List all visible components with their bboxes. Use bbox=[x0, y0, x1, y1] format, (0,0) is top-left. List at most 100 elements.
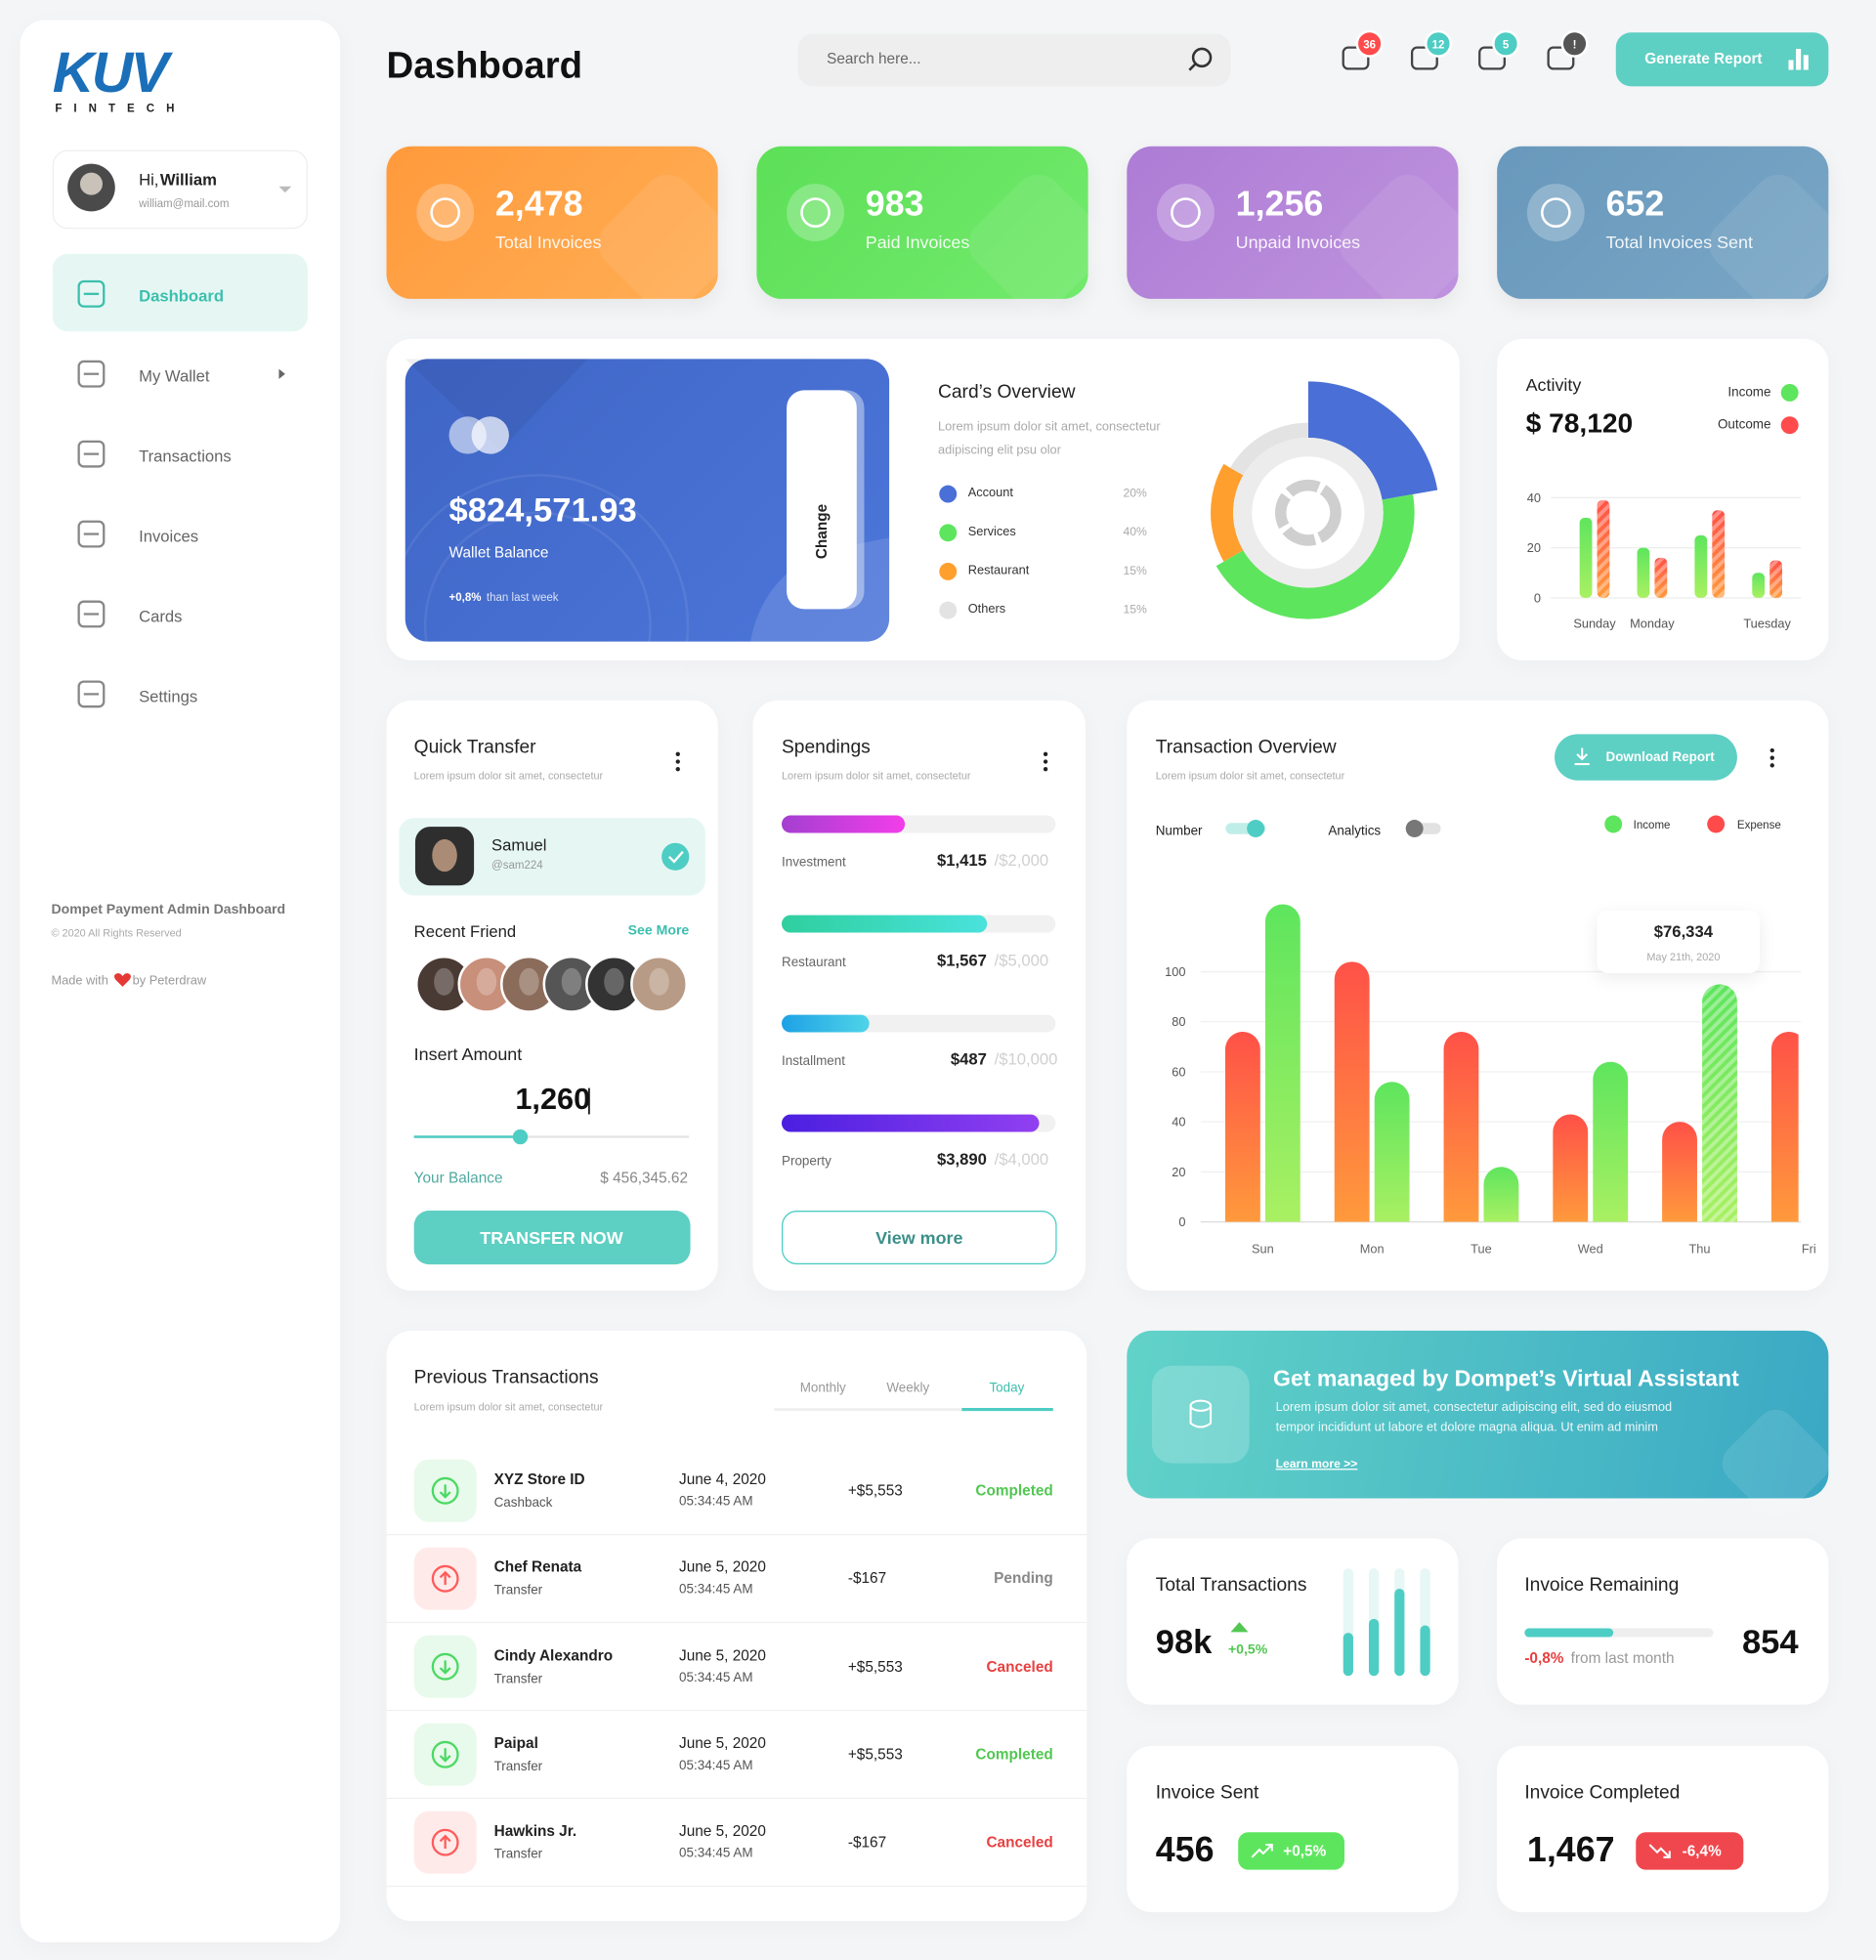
menu-item[interactable]: Settings bbox=[139, 686, 198, 706]
bar bbox=[1662, 1122, 1697, 1222]
friend-face bbox=[561, 967, 582, 996]
transfer-label[interactable]: TRANSFER NOW bbox=[480, 1227, 623, 1248]
sidebar bbox=[20, 20, 341, 1942]
footer-copyright: © 2020 All Rights Reserved bbox=[51, 926, 182, 940]
generate-button[interactable] bbox=[1615, 32, 1829, 87]
spending-name: Restaurant bbox=[782, 955, 846, 970]
view-more-label[interactable]: View more bbox=[875, 1227, 963, 1248]
row-type: Cashback bbox=[493, 1495, 553, 1511]
row-name: Paipal bbox=[493, 1733, 538, 1752]
row-amount: +$5,553 bbox=[847, 1481, 903, 1500]
legend-value: 15% bbox=[1123, 603, 1147, 618]
progress-bar bbox=[1524, 1628, 1614, 1638]
bar bbox=[1394, 1589, 1405, 1677]
assistant-title: Get managed by Dompet’s Virtual Assistan… bbox=[1273, 1366, 1739, 1391]
download-button[interactable] bbox=[1555, 734, 1737, 781]
big-value: 456 bbox=[1155, 1829, 1215, 1869]
stat-icon bbox=[1171, 197, 1201, 228]
x-tick-label: Thu bbox=[1689, 1242, 1711, 1257]
tab[interactable]: Monthly bbox=[799, 1380, 846, 1396]
row-status: Completed bbox=[975, 1481, 1053, 1500]
bar bbox=[1368, 1618, 1380, 1677]
row-name: Chef Renata bbox=[493, 1558, 582, 1576]
legend-label: Outcome bbox=[1717, 417, 1771, 433]
spending-total: /$10,000 bbox=[994, 1049, 1058, 1069]
transfer-button[interactable] bbox=[413, 1211, 691, 1265]
more-dot bbox=[675, 759, 680, 764]
legend-dot bbox=[1780, 383, 1799, 402]
change-pill bbox=[1238, 1832, 1344, 1870]
see-more[interactable]: See More bbox=[627, 923, 690, 939]
contact-check bbox=[661, 842, 690, 871]
legend-dot bbox=[1780, 416, 1799, 435]
row-icon bbox=[431, 1564, 459, 1593]
progress-bar bbox=[782, 1114, 1040, 1132]
footer-by: by Peterdraw bbox=[132, 974, 207, 989]
y-tick-label: 20 bbox=[1172, 1165, 1185, 1179]
friend-face bbox=[604, 967, 624, 996]
menu-icon bbox=[77, 440, 106, 468]
header-icon bbox=[1410, 46, 1438, 70]
y-tick-label: 80 bbox=[1172, 1014, 1185, 1029]
legend-dot bbox=[1604, 815, 1623, 833]
legend-value: 40% bbox=[1123, 525, 1147, 540]
card-subtitle: Lorem ipsum dolor sit amet, consectetur bbox=[1155, 769, 1345, 782]
invoice-sent-card bbox=[1127, 1745, 1459, 1913]
legend-dot bbox=[939, 563, 958, 580]
menu-icon bbox=[77, 600, 106, 628]
badge bbox=[1355, 29, 1384, 58]
x-tick-label: Mon bbox=[1360, 1242, 1385, 1257]
stat-card bbox=[1127, 146, 1459, 299]
stat-card bbox=[386, 146, 718, 299]
row-time: 05:34:45 AM bbox=[679, 1494, 753, 1510]
wallet-deco bbox=[423, 511, 652, 740]
donut-segment bbox=[1211, 463, 1244, 562]
change-value: -0,8% bbox=[1524, 1649, 1564, 1667]
row-date: June 5, 2020 bbox=[679, 1645, 766, 1664]
user-box[interactable] bbox=[52, 149, 308, 230]
stat-deco bbox=[1339, 174, 1478, 314]
view-more-button[interactable] bbox=[782, 1211, 1057, 1265]
badge-text: ! bbox=[1573, 39, 1577, 51]
menu-caret bbox=[278, 368, 285, 379]
friend-face bbox=[649, 967, 669, 996]
avatar-face bbox=[79, 172, 103, 195]
menu-item[interactable]: Transactions bbox=[139, 447, 232, 466]
row-type: Transfer bbox=[493, 1671, 543, 1686]
bar-stripes bbox=[1702, 984, 1737, 1222]
more-dot bbox=[1769, 755, 1774, 760]
menu-item[interactable]: Dashboard bbox=[139, 286, 224, 306]
friend-avatar bbox=[630, 955, 688, 1013]
badge bbox=[1560, 29, 1589, 58]
legend-label: Income bbox=[1727, 384, 1771, 401]
donut-deco bbox=[1274, 479, 1342, 546]
tab[interactable]: Today bbox=[989, 1380, 1025, 1396]
legend-dot bbox=[939, 485, 958, 503]
friend-face bbox=[519, 967, 539, 996]
slider-knob bbox=[512, 1129, 529, 1145]
wallet-balance: $824,571.93 bbox=[448, 490, 637, 530]
bar bbox=[1224, 1032, 1260, 1222]
bar bbox=[1334, 961, 1370, 1222]
menu-item[interactable]: Cards bbox=[139, 607, 183, 626]
amount[interactable]: 1,260 bbox=[515, 1082, 591, 1117]
change-button[interactable] bbox=[787, 390, 857, 610]
badge-text: 12 bbox=[1432, 39, 1445, 51]
assistant-banner bbox=[1127, 1330, 1829, 1499]
stat-value: 652 bbox=[1605, 184, 1665, 224]
up-arrow bbox=[1230, 1622, 1249, 1633]
balance-label: Your Balance bbox=[413, 1169, 503, 1187]
stat-label: Total Invoices Sent bbox=[1605, 232, 1753, 253]
icon-part bbox=[1251, 1843, 1273, 1858]
row-status: Completed bbox=[975, 1745, 1053, 1764]
menu-icon bbox=[77, 680, 106, 708]
row-date: June 5, 2020 bbox=[679, 1821, 766, 1840]
menu-item[interactable]: My Wallet bbox=[139, 366, 210, 386]
tab[interactable]: Weekly bbox=[886, 1380, 930, 1396]
search-box[interactable] bbox=[797, 33, 1231, 87]
change-label[interactable]: Change bbox=[812, 503, 831, 560]
menu-item[interactable]: Invoices bbox=[139, 527, 199, 546]
y-tick-label: 0 bbox=[1178, 1214, 1185, 1229]
assistant-link[interactable]: Learn more >> bbox=[1275, 1457, 1358, 1471]
